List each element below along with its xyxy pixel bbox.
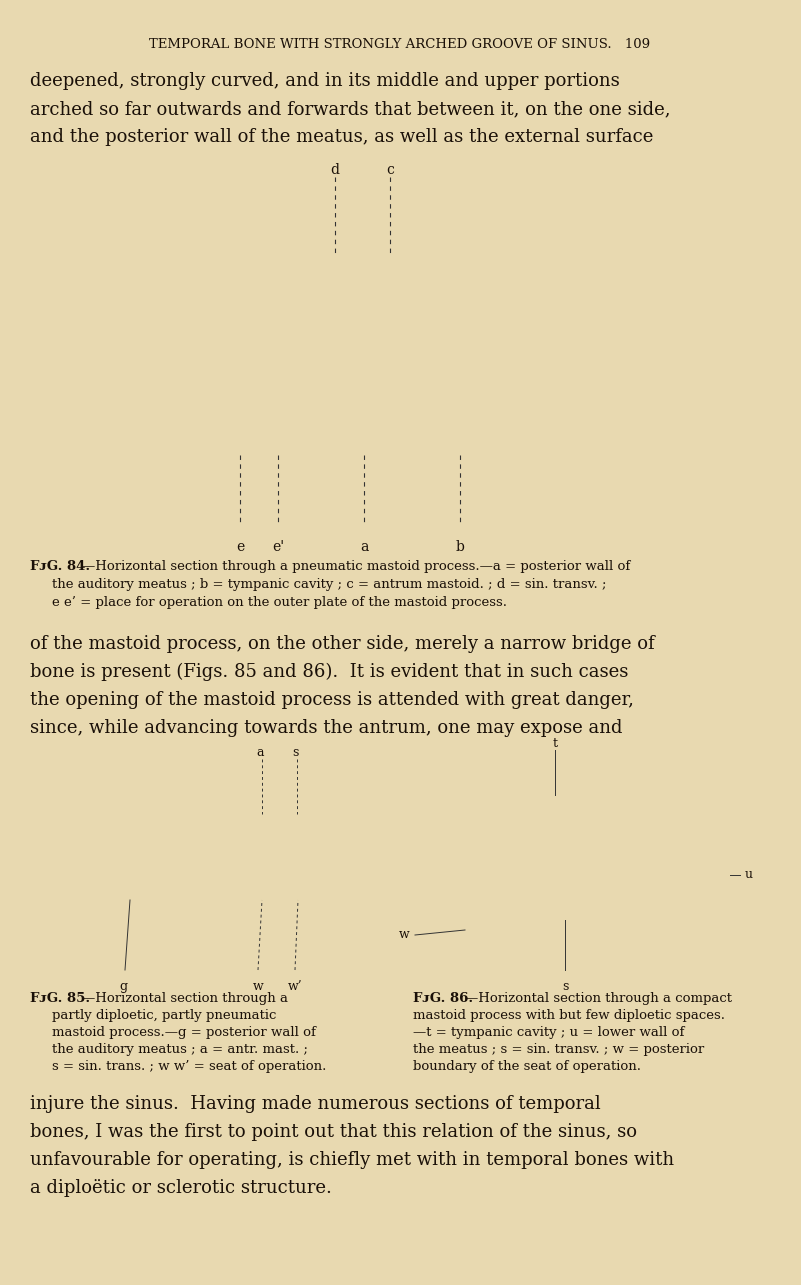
- Text: w: w: [252, 980, 264, 993]
- Text: bones, I was the first to point out that this relation of the sinus, so: bones, I was the first to point out that…: [30, 1123, 637, 1141]
- Text: deepened, strongly curved, and in its middle and upper portions: deepened, strongly curved, and in its mi…: [30, 72, 620, 90]
- Text: s: s: [562, 980, 568, 993]
- Text: a: a: [256, 747, 264, 759]
- Text: e': e': [272, 540, 284, 554]
- Text: a diploëtic or sclerotic structure.: a diploëtic or sclerotic structure.: [30, 1180, 332, 1198]
- Text: unfavourable for operating, is chiefly met with in temporal bones with: unfavourable for operating, is chiefly m…: [30, 1151, 674, 1169]
- Text: e: e: [235, 540, 244, 554]
- Text: TEMPORAL BONE WITH STRONGLY ARCHED GROOVE OF SINUS. 109: TEMPORAL BONE WITH STRONGLY ARCHED GROOV…: [150, 39, 650, 51]
- Bar: [18, 754, 380, 980]
- Text: boundary of the seat of operation.: boundary of the seat of operation.: [413, 1060, 641, 1073]
- Text: injure the sinus.  Having made numerous sections of temporal: injure the sinus. Having made numerous s…: [30, 1095, 601, 1113]
- Text: a: a: [360, 540, 368, 554]
- Text: e e’ = place for operation on the outer plate of the mastoid process.: e e’ = place for operation on the outer …: [52, 596, 507, 609]
- Text: FᴊG. 84.: FᴊG. 84.: [30, 560, 91, 573]
- Text: since, while advancing towards the antrum, one may expose and: since, while advancing towards the antru…: [30, 720, 622, 738]
- Text: s: s: [292, 747, 298, 759]
- Text: g: g: [119, 980, 127, 993]
- Text: FᴊG. 85.: FᴊG. 85.: [30, 992, 91, 1005]
- Text: —Horizontal section through a pneumatic mastoid process.—a = posterior wall of: —Horizontal section through a pneumatic …: [82, 560, 630, 573]
- Text: bone is present (Figs. 85 and 86).  It is evident that in such cases: bone is present (Figs. 85 and 86). It is…: [30, 663, 628, 681]
- Text: —Horizontal section through a compact: —Horizontal section through a compact: [465, 992, 732, 1005]
- Text: u: u: [745, 869, 753, 882]
- Text: of the mastoid process, on the other side, merely a narrow bridge of: of the mastoid process, on the other sid…: [30, 635, 654, 653]
- Text: t: t: [553, 738, 557, 750]
- Text: and the posterior wall of the meatus, as well as the external surface: and the posterior wall of the meatus, as…: [30, 128, 654, 146]
- Text: —Horizontal section through a: —Horizontal section through a: [82, 992, 288, 1005]
- Text: mastoid process with but few diploetic spaces.: mastoid process with but few diploetic s…: [413, 1009, 725, 1022]
- Text: the opening of the mastoid process is attended with great danger,: the opening of the mastoid process is at…: [30, 691, 634, 709]
- Text: the auditory meatus ; a = antr. mast. ;: the auditory meatus ; a = antr. mast. ;: [52, 1043, 308, 1056]
- Text: partly diploetic, partly pneumatic: partly diploetic, partly pneumatic: [52, 1009, 276, 1022]
- Text: c: c: [386, 163, 394, 177]
- Text: mastoid process.—g = posterior wall of: mastoid process.—g = posterior wall of: [52, 1025, 316, 1040]
- Text: —t = tympanic cavity ; u = lower wall of: —t = tympanic cavity ; u = lower wall of: [413, 1025, 684, 1040]
- Bar: [155, 155, 645, 535]
- Text: arched so far outwards and forwards that between it, on the one side,: arched so far outwards and forwards that…: [30, 100, 670, 118]
- Text: s = sin. trans. ; w w’ = seat of operation.: s = sin. trans. ; w w’ = seat of operati…: [52, 1060, 326, 1073]
- Text: FᴊG. 86.: FᴊG. 86.: [413, 992, 473, 1005]
- Text: the meatus ; s = sin. transv. ; w = posterior: the meatus ; s = sin. transv. ; w = post…: [413, 1043, 704, 1056]
- Text: d: d: [331, 163, 340, 177]
- Text: b: b: [456, 540, 465, 554]
- Text: w’: w’: [288, 980, 302, 993]
- Text: w: w: [399, 929, 410, 942]
- Bar: [410, 745, 760, 980]
- Text: the auditory meatus ; b = tympanic cavity ; c = antrum mastoid. ; d = sin. trans: the auditory meatus ; b = tympanic cavit…: [52, 578, 606, 591]
